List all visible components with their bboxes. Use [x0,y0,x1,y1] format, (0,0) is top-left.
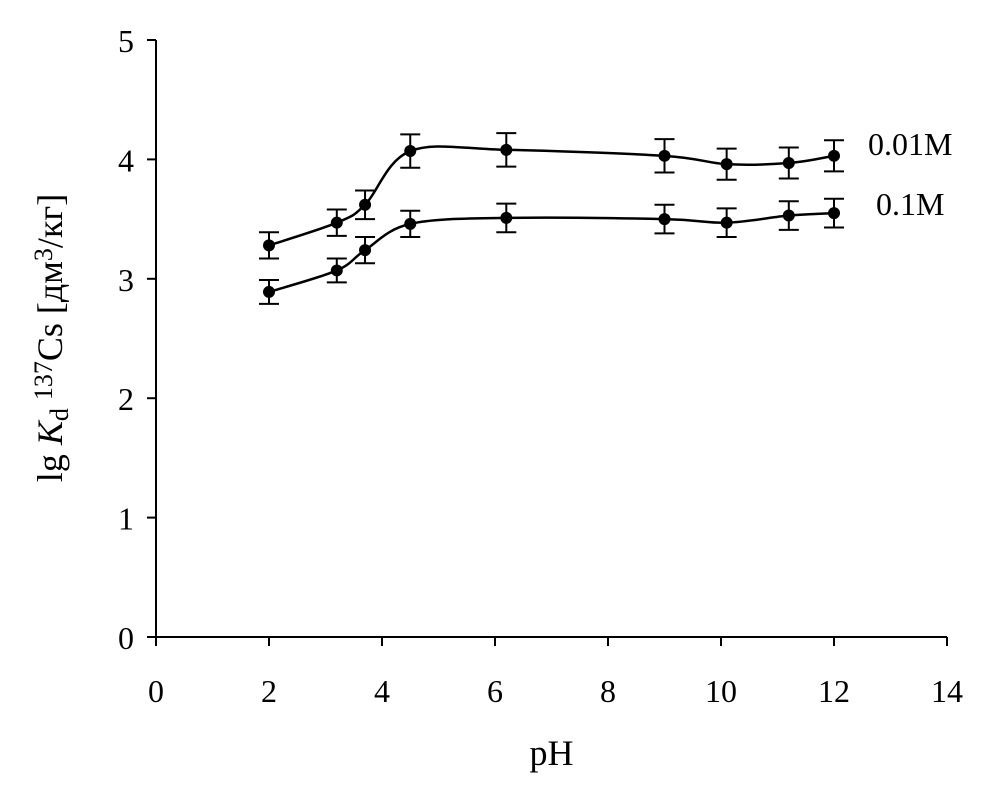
x-axis-title: pH [530,733,574,773]
data-point [828,207,840,220]
y-axis-title-cs: Cs [дм [30,261,70,361]
data-point [500,211,513,224]
series-0.1M: 0.1M [259,186,944,305]
data-point [404,145,417,158]
y-axis-title-k: K [30,419,70,446]
x-tick-label: 10 [705,673,737,709]
data-point [500,143,513,156]
data-point [782,209,795,222]
y-tick-label: 2 [118,381,134,417]
series-label: 0.01M [868,126,952,162]
data-point [658,149,671,162]
data-point [404,217,417,230]
x-tick-label: 4 [374,673,390,709]
y-axis-title: lg Kd 137Cs [дм3/кг] [29,194,74,482]
x-tick-label: 0 [148,673,164,709]
data-point [782,156,795,169]
plot-area: 0.01M 0.1M [259,126,952,305]
series-label: 0.1M [876,186,944,222]
y-ticks: 0 1 2 3 4 5 [118,23,156,656]
data-point [263,285,275,298]
x-tick-label: 14 [931,673,963,709]
y-tick-label: 4 [118,142,134,178]
series-0.01M: 0.01M [259,126,952,260]
y-tick-label: 1 [118,501,134,537]
data-point [330,264,343,277]
series-line [268,145,835,247]
y-axis-title-isotope: 137 [29,361,58,400]
data-point [263,239,275,252]
data-point [720,158,733,171]
data-point [658,213,671,226]
data-point [359,244,372,257]
x-tick-label: 8 [600,673,616,709]
data-point [359,198,372,211]
axes [155,40,947,638]
y-tick-label: 0 [118,620,134,656]
y-tick-label: 5 [118,23,134,59]
y-axis-title-sub: d [45,408,74,421]
x-tick-label: 12 [818,673,850,709]
data-point [828,149,840,162]
y-axis-title-prefix: lg [30,445,70,482]
x-ticks: 0 2 4 6 8 10 12 14 [148,637,963,709]
series-line [268,211,835,294]
x-tick-label: 6 [487,673,503,709]
y-axis-title-cube: 3 [29,248,58,261]
y-axis-title-unit: /кг] [30,194,70,248]
data-point [330,216,343,229]
x-tick-label: 2 [261,673,277,709]
data-point [720,216,733,229]
y-tick-label: 3 [118,262,134,298]
